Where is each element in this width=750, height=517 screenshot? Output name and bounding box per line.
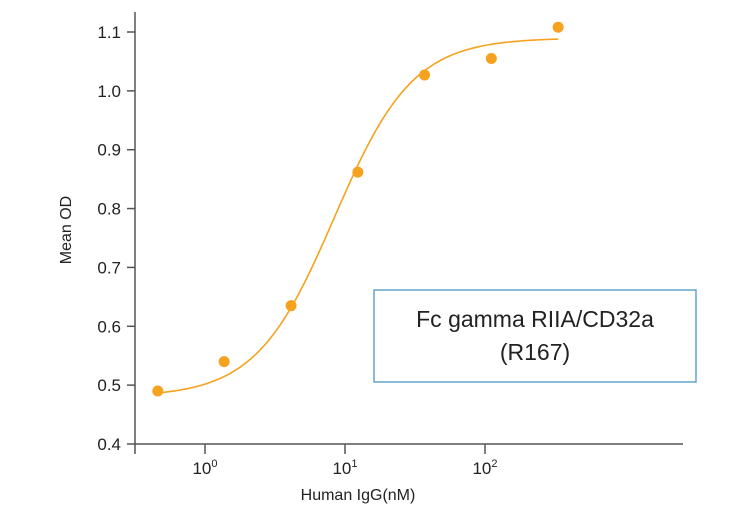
y-axis-title: Mean OD: [58, 196, 75, 264]
data-point: [419, 69, 431, 81]
x-tick-exponent: 2: [491, 458, 497, 470]
y-tick-label: 0.6: [97, 317, 121, 336]
y-tick-label: 0.5: [97, 376, 121, 395]
x-tick-label: 101: [332, 458, 357, 478]
x-tick-exponent: 1: [351, 458, 357, 470]
x-tick-base: 10: [472, 459, 491, 478]
legend-label-line: (R167): [500, 339, 570, 365]
y-tick-label: 0.4: [97, 435, 121, 454]
y-tick-label: 0.8: [97, 200, 121, 219]
y-tick-label: 1.1: [97, 23, 121, 42]
y-tick-label: 1.0: [97, 82, 121, 101]
legend-box: Fc gamma RIIA/CD32a (R167): [373, 289, 697, 383]
data-points: [152, 21, 564, 397]
data-point: [285, 300, 297, 312]
x-tick-label: 100: [192, 458, 217, 478]
y-tick-label: 0.9: [97, 141, 121, 160]
data-point: [218, 356, 230, 368]
x-axis-title: Human IgG(nM): [301, 487, 416, 504]
data-point: [485, 52, 497, 64]
x-tick-label: 102: [472, 458, 497, 478]
x-tick-base: 10: [192, 459, 211, 478]
legend-label-line: Fc gamma RIIA/CD32a: [416, 306, 654, 332]
x-tick-base: 10: [332, 459, 351, 478]
data-point: [152, 385, 164, 397]
fit-curve: [157, 38, 559, 394]
x-tick-exponent: 0: [211, 458, 217, 470]
data-point: [552, 21, 564, 33]
data-point: [352, 166, 364, 178]
fit-curve-layer: [157, 38, 559, 394]
y-tick-label: 0.7: [97, 258, 121, 277]
legend-frame: [373, 289, 697, 383]
